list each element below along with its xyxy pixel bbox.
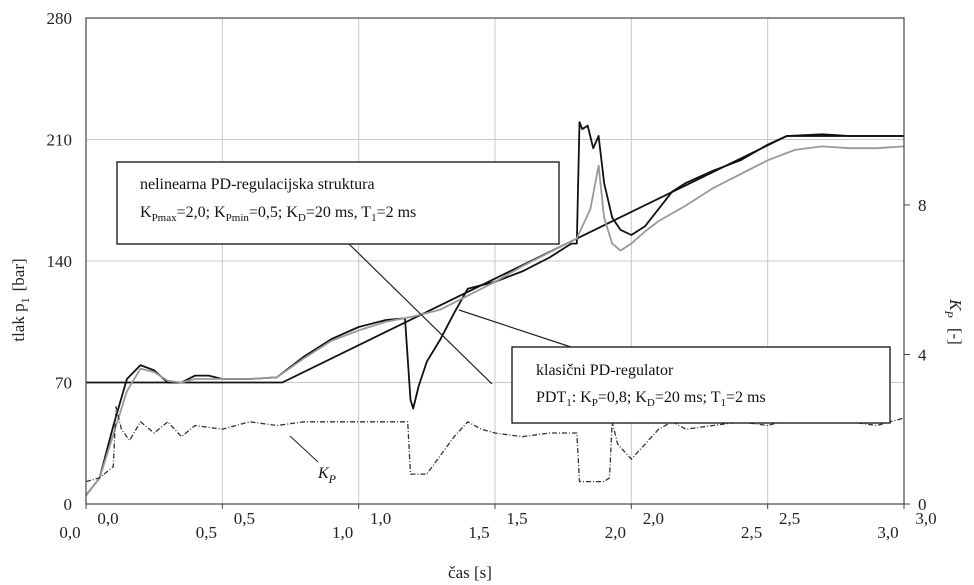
x-tick-label: 2,0 <box>643 509 664 528</box>
tick-layer: 0,0 0,5 1,0 1,5 2,0 2,5 3,0 0,0 0,5 1,0 1,5 2,0 2,5 3… <box>47 9 937 542</box>
y-axis-left-label: tlak p1[bar] <box>9 258 32 341</box>
x-tick-label: 0,5 <box>196 523 217 542</box>
x-tick-label: 1,5 <box>468 523 489 542</box>
y-left-tick-label: 70 <box>55 374 72 393</box>
annotation-1-leader <box>347 242 493 385</box>
series-line-2 <box>85 121 904 496</box>
x-tick-label: 1,0 <box>332 523 353 542</box>
series-line-3 <box>85 145 905 496</box>
x-tick-label: 3,0 <box>877 523 898 542</box>
x-tick-label: 2,0 <box>605 523 626 542</box>
y-left-tick-label: 210 <box>47 131 73 150</box>
x-tick-label: 2,5 <box>779 509 800 528</box>
x-tick-label: 0,0 <box>97 509 118 528</box>
x-tick-label: 2,5 <box>741 523 762 542</box>
annotation-1-line1: nelinearna PD-regulacijska struktura <box>140 176 375 193</box>
x-tick-label: 1,5 <box>506 509 527 528</box>
series-line-4 <box>85 406 905 483</box>
y-left-tick-label: 0 <box>64 495 73 514</box>
y-right-tick-label: 8 <box>918 196 927 215</box>
series-layer <box>85 121 905 496</box>
y-right-tick-label: 4 <box>918 345 927 364</box>
y-right-tick-label: 0 <box>918 495 927 514</box>
x-tick-label: 3,0 <box>915 509 936 528</box>
y-left-tick-label: 280 <box>47 9 73 28</box>
y-left-tick-label: 140 <box>47 252 73 271</box>
x-tick-label: 0,5 <box>234 509 255 528</box>
x-tick-label: 1,0 <box>370 509 391 528</box>
annotation-1-line2: KPmax=2,0; KPmin=0,5; KD=20 ms, T1=2 ms <box>140 204 416 224</box>
annotation-1-box <box>116 161 560 245</box>
x-tick-label: 0,0 <box>59 523 80 542</box>
annotation-2-line1: klasični PD-regulator <box>536 362 674 379</box>
x-axis-label: čas [s] <box>448 563 492 582</box>
annotation-2-box <box>511 346 891 424</box>
annotation-2-leader <box>458 309 581 351</box>
grid-layer <box>86 18 904 504</box>
kp-label-leader <box>289 435 319 463</box>
annotation-2-line2: PDT1: KP=0,8; KD=20 ms; T1=2 ms <box>536 389 766 409</box>
y-axis-right-label: KP[-] <box>942 298 965 345</box>
kp-curve-label: KP <box>317 465 337 486</box>
